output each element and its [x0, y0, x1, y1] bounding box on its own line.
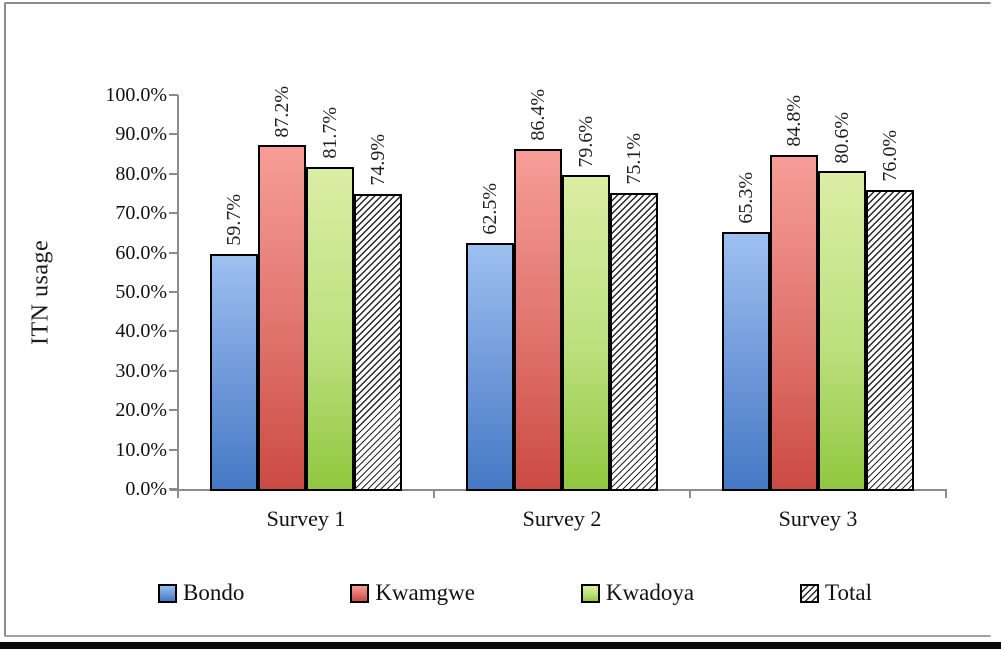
y-tick-mark	[169, 212, 178, 215]
y-tick-mark	[169, 330, 178, 333]
chart-frame	[4, 2, 991, 637]
bar	[770, 154, 818, 491]
y-tick-label: 30.0%	[115, 359, 167, 382]
bar-value-label: 87.2%	[271, 85, 293, 138]
y-tick-mark	[169, 291, 178, 293]
bar-value-label: 59.7%	[223, 194, 245, 246]
category-label: Survey 1	[266, 506, 346, 531]
y-tick-mark	[169, 448, 178, 451]
y-tick-label: 70.0%	[115, 202, 167, 225]
bar-value-label: 86.4%	[527, 88, 549, 141]
y-tick-mark	[169, 369, 178, 372]
bar-value-label: 65.3%	[735, 172, 757, 224]
bar-value-label: 80.6%	[831, 111, 853, 164]
category-label: Survey 3	[778, 506, 858, 531]
legend-marker-bondo	[158, 583, 177, 603]
y-tick-label: 60.0%	[115, 241, 167, 264]
legend-item-bondo: Bondo	[158, 579, 244, 607]
bar	[514, 148, 562, 491]
x-tick-mark	[945, 489, 947, 498]
bar-value-label: 81.7%	[319, 107, 341, 160]
bar	[466, 242, 514, 491]
legend-marker-kwamgwe	[350, 583, 370, 603]
y-tick-mark	[169, 94, 178, 96]
legend-label: Kwadoya	[605, 580, 695, 605]
y-tick-label: 90.0%	[115, 123, 167, 146]
y-tick-label: 40.0%	[115, 320, 167, 343]
bar	[210, 253, 258, 491]
bar-value-label: 76.0%	[879, 129, 901, 182]
y-tick-label: 20.0%	[115, 399, 167, 422]
y-tick-label: 10.0%	[115, 438, 167, 461]
y-tick-mark	[169, 251, 178, 254]
bar	[258, 145, 306, 491]
bar	[306, 167, 354, 491]
bar	[866, 189, 914, 491]
bottom-rule	[0, 642, 1001, 649]
y-tick-label: 100.0%	[105, 84, 167, 106]
x-tick-mark	[433, 489, 435, 498]
legend-label: Kwamgwe	[375, 580, 475, 605]
bar	[818, 171, 866, 491]
bar-value-label: 79.6%	[575, 115, 597, 168]
legend-marker-total	[800, 583, 820, 603]
y-tick-mark	[169, 409, 178, 412]
y-axis-line	[177, 95, 179, 490]
bar	[354, 193, 402, 491]
bar-value-label: 62.5%	[479, 183, 501, 235]
y-axis-title: ITN usage	[27, 239, 54, 345]
legend-marker-kwadoya	[580, 583, 600, 603]
legend-label: Total	[825, 580, 872, 605]
bar	[722, 231, 770, 491]
category-label: Survey 2	[522, 506, 602, 531]
y-tick-label: 80.0%	[115, 162, 167, 185]
bar	[610, 193, 658, 491]
bar-value-label: 74.9%	[367, 134, 389, 186]
bar-value-label: 75.1%	[623, 133, 645, 186]
legend-item-kwadoya: Kwadoya	[580, 579, 695, 607]
y-tick-mark	[169, 133, 178, 136]
x-tick-mark	[177, 489, 179, 498]
legend-label: Bondo	[183, 580, 245, 605]
legend: Bondo Kwamgwe Kwadoya Total	[158, 578, 872, 608]
legend-item-total: Total	[800, 579, 872, 607]
y-tick-label: 0.0%	[125, 478, 167, 500]
x-tick-mark	[689, 489, 691, 498]
legend-item-kwamgwe: Kwamgwe	[350, 579, 475, 607]
bar	[562, 175, 610, 491]
y-tick-mark	[169, 172, 178, 175]
bar-value-label: 84.8%	[783, 95, 805, 147]
y-tick-label: 50.0%	[115, 281, 167, 303]
